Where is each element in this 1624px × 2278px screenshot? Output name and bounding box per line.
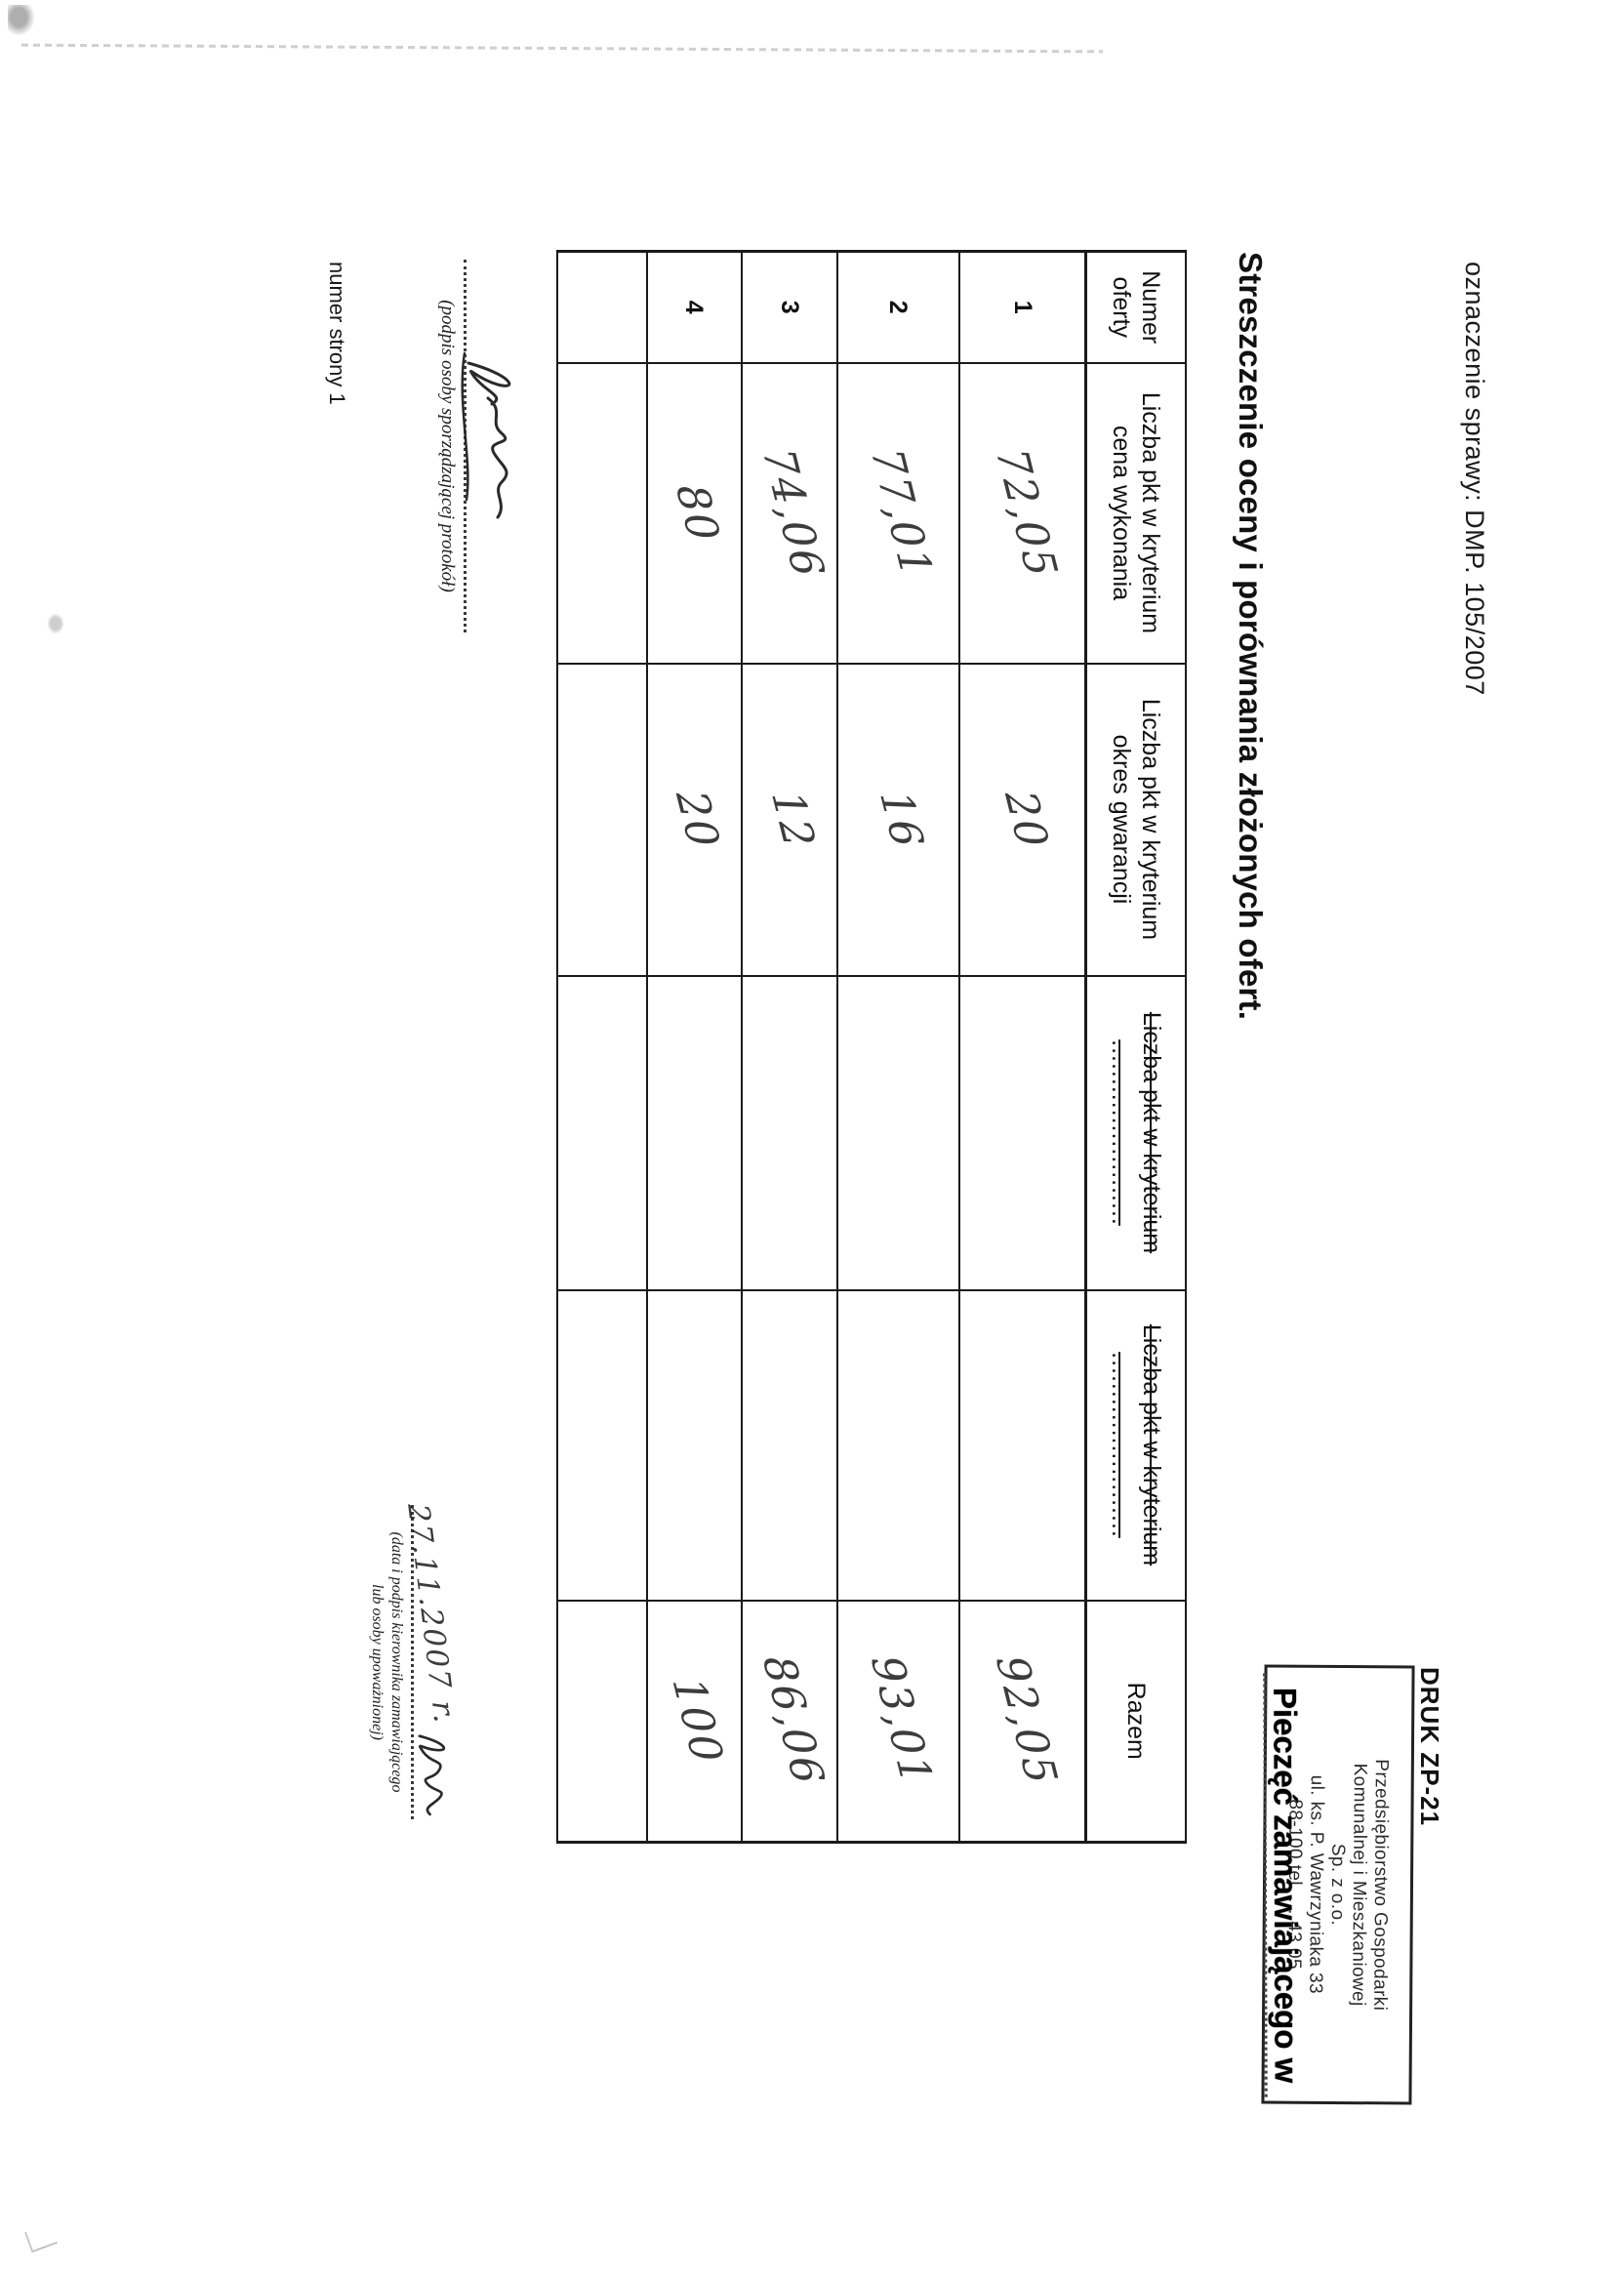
scan-artifact-speck bbox=[47, 613, 64, 634]
col-header-kryterium-3-skreslone: Liczba pkt w kryterium .................… bbox=[1086, 975, 1186, 1290]
col-header-numer-oferty: Numer oferty bbox=[1086, 251, 1186, 363]
cell-numer: 3 bbox=[742, 251, 837, 363]
table-row-empty bbox=[557, 251, 647, 1843]
table-row: 1 72,05 20 92,05 bbox=[959, 251, 1086, 1843]
approver-signature-block: 27.11.2007 r. (data i podpis kierownika … bbox=[367, 1501, 465, 1823]
cell-cena: 80 bbox=[647, 362, 742, 664]
approver-signature-caption: (data i podpis kierownika zamawiającego … bbox=[369, 1531, 405, 1793]
cell-kryterium4 bbox=[742, 1289, 837, 1601]
col-header-kryterium-4-skreslone: Liczba pkt w kryterium .................… bbox=[1086, 1289, 1186, 1601]
scan-artifact-speck bbox=[8, 5, 35, 36]
cell-kryterium4 bbox=[837, 1289, 959, 1601]
preparer-signature-caption: (podpis osoby sporządzającej protokół) bbox=[437, 300, 458, 592]
page-number-label: numer strony 1 bbox=[325, 262, 349, 405]
cell-razem: 86,06 bbox=[742, 1600, 837, 1843]
handwritten-signature-preparer bbox=[461, 351, 511, 519]
cell-gwarancja: 12 bbox=[742, 663, 837, 976]
handwritten-signature-approver bbox=[418, 1734, 446, 1816]
cell-kryterium4 bbox=[647, 1289, 742, 1601]
date-and-signature-row: 27.11.2007 r. bbox=[400, 1501, 465, 1823]
cell-kryterium3 bbox=[557, 975, 647, 1290]
col-header-okres-gwarancji: Liczba pkt w kryterium okres gwarancji bbox=[1086, 663, 1186, 976]
cell-razem: 100 bbox=[647, 1600, 742, 1843]
contracting-authority-stamp: Przedsiębiorstwo Gospodarki Komunalnej i… bbox=[1261, 1664, 1415, 2105]
cell-razem: 93,01 bbox=[837, 1600, 959, 1843]
table-header-row: Numer oferty Liczba pkt w kryterium cena… bbox=[1086, 251, 1186, 1843]
stamp-line: Sp. z o.o. bbox=[1326, 1843, 1349, 1927]
cell-gwarancja: 20 bbox=[959, 663, 1086, 976]
cell-numer: 1 bbox=[959, 251, 1086, 363]
form-number-label: DRUK ZP-21 bbox=[1415, 1667, 1444, 1827]
table-row: 3 74,06 12 86,06 bbox=[742, 251, 837, 1843]
cell-gwarancja: 16 bbox=[837, 663, 959, 976]
cell-cena: 74,06 bbox=[742, 362, 837, 664]
case-reference-label: oznaczenie sprawy: DMP. 105/2007 bbox=[1460, 262, 1489, 696]
cell-kryterium3 bbox=[742, 975, 837, 1290]
cell-kryterium4 bbox=[557, 1289, 647, 1601]
stamp-line: ul. ks. P. Wawrzyniaka 33 bbox=[1305, 1774, 1327, 1995]
stamp-line: Komunalnej i Mieszkaniowej bbox=[1348, 1763, 1370, 2007]
cell-gwarancja: 20 bbox=[647, 663, 742, 976]
cell-numer: 4 bbox=[647, 251, 742, 363]
handwritten-date: 27.11.2007 r. bbox=[400, 1502, 462, 1726]
cell-kryterium4 bbox=[959, 1289, 1086, 1601]
cell-cena bbox=[557, 362, 647, 664]
cell-razem: 92,05 bbox=[959, 1600, 1086, 1843]
cell-kryterium3 bbox=[647, 975, 742, 1290]
cell-kryterium3 bbox=[959, 975, 1086, 1290]
offers-comparison-table: Numer oferty Liczba pkt w kryterium cena… bbox=[556, 250, 1187, 1844]
col-header-razem: Razem bbox=[1086, 1600, 1186, 1843]
cell-cena: 72,05 bbox=[959, 362, 1086, 664]
table-row: 4 80 20 100 bbox=[647, 251, 742, 1843]
cell-gwarancja bbox=[557, 663, 647, 976]
cell-kryterium3 bbox=[837, 975, 959, 1290]
stamp-line: Przedsiębiorstwo Gospodarki bbox=[1369, 1759, 1392, 2012]
cell-numer: 2 bbox=[837, 251, 959, 363]
stamp-field-caption: Pieczęć zamawiającego w bbox=[1263, 1673, 1305, 2097]
preparer-signature-block: (podpis osoby sporządzającej protokół) bbox=[436, 256, 529, 636]
cell-razem bbox=[557, 1600, 647, 1843]
cell-numer bbox=[557, 251, 647, 363]
table-row: 2 77,01 16 93,01 bbox=[837, 251, 959, 1843]
cell-cena: 77,01 bbox=[837, 362, 959, 664]
page-title: Streszczenie oceny i porównania złożonyc… bbox=[1233, 252, 1269, 1021]
col-header-cena-wykonania: Liczba pkt w kryterium cena wykonania bbox=[1086, 362, 1186, 664]
